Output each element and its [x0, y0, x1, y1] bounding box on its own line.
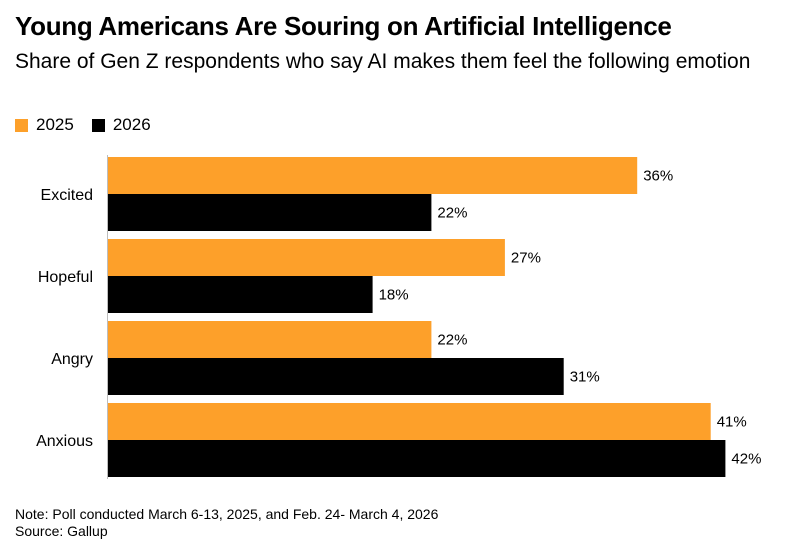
- data-label-hopeful-2025: 27%: [511, 249, 541, 266]
- data-label-hopeful-2026: 18%: [379, 286, 409, 303]
- legend-item-2026: 2026: [91, 115, 151, 135]
- data-label-anxious-2025: 41%: [717, 413, 747, 430]
- legend-swatch-2025: [15, 118, 28, 132]
- bar-anxious-2025: [108, 403, 711, 440]
- legend-label-2025: 2025: [36, 115, 74, 134]
- bar-hopeful-2026: [108, 276, 373, 313]
- legend-label-2026: 2026: [112, 115, 151, 134]
- legend-item-2025: 2025: [15, 115, 74, 135]
- category-label-excited: Excited: [41, 187, 93, 204]
- bar-excited-2026: [108, 194, 432, 231]
- legend-swatch-2026: [91, 118, 105, 132]
- data-label-excited-2025: 36%: [643, 167, 673, 184]
- bar-excited-2025: [108, 157, 638, 194]
- legend: 2025 2026: [15, 115, 169, 135]
- data-label-angry-2026: 31%: [570, 368, 600, 385]
- chart-title: Young Americans Are Souring on Artificia…: [15, 11, 672, 41]
- footnote: Note: Poll conducted March 6-13, 2025, a…: [15, 506, 438, 540]
- note-text: Note: Poll conducted March 6-13, 2025, a…: [15, 506, 439, 522]
- bar-angry-2025: [108, 321, 432, 358]
- category-label-anxious: Anxious: [36, 433, 93, 450]
- bar-hopeful-2025: [108, 239, 505, 276]
- source-text: Source: Gallup: [15, 523, 108, 539]
- category-label-angry: Angry: [51, 351, 93, 368]
- category-label-hopeful: Hopeful: [38, 269, 93, 286]
- data-label-excited-2026: 22%: [437, 204, 467, 221]
- bar-angry-2026: [108, 358, 564, 395]
- chart-subtitle: Share of Gen Z respondents who say AI ma…: [15, 50, 751, 73]
- bar-anxious-2026: [108, 440, 726, 477]
- data-label-anxious-2026: 42%: [731, 450, 761, 467]
- data-label-angry-2025: 22%: [437, 331, 467, 348]
